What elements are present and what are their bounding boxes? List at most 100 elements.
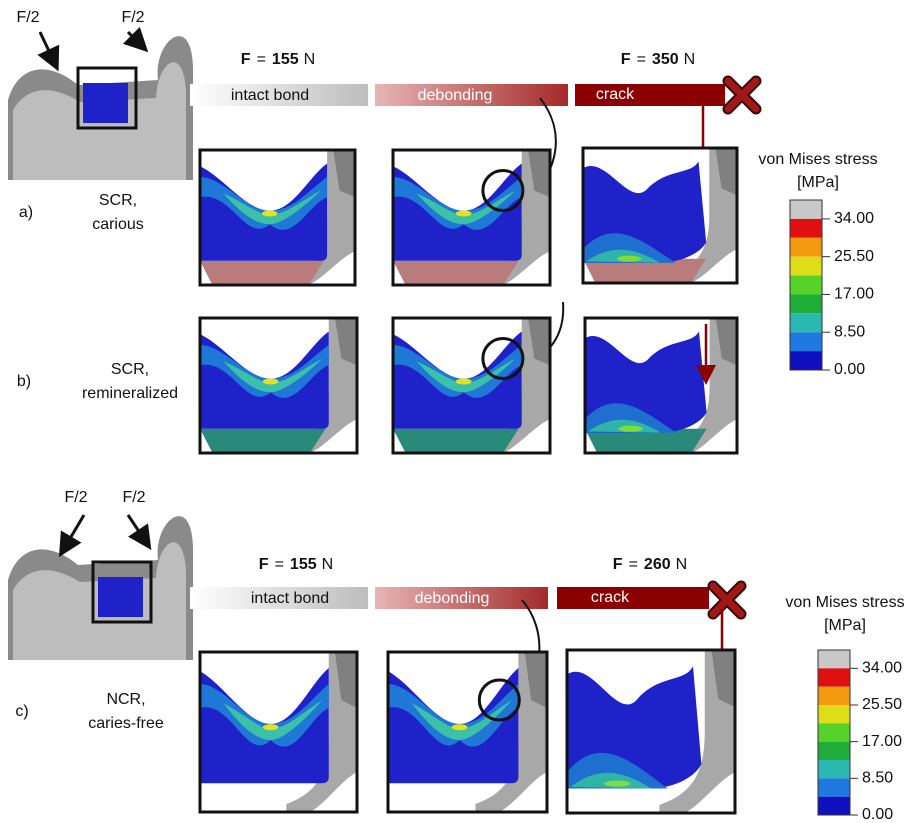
row-name: SCR, bbox=[99, 192, 137, 209]
legend-band bbox=[818, 742, 850, 760]
force-eq: = bbox=[637, 51, 646, 68]
row-name: carious bbox=[92, 216, 144, 233]
legend-title: von Mises stress bbox=[785, 594, 904, 611]
fe-panel bbox=[585, 318, 737, 453]
crack-x bbox=[713, 586, 741, 614]
load-label: F/2 bbox=[122, 489, 145, 506]
legend-tick-label: 17.00 bbox=[862, 733, 902, 750]
hot bbox=[262, 210, 278, 216]
legend-band bbox=[818, 778, 850, 796]
force-unit: N bbox=[684, 51, 696, 68]
legend-band bbox=[818, 705, 850, 723]
legend-band bbox=[818, 797, 850, 815]
force-label: F = 350 N bbox=[621, 51, 695, 68]
legend-band bbox=[818, 687, 850, 705]
row-label: b) bbox=[17, 373, 31, 390]
legend-tick-label: 8.50 bbox=[862, 770, 893, 787]
legend-tick-label: 8.50 bbox=[834, 323, 865, 340]
force-value: 155 bbox=[290, 556, 317, 573]
legend-band bbox=[790, 219, 822, 238]
sketch-restoration bbox=[98, 577, 143, 617]
load-arrow bbox=[62, 515, 84, 552]
force-value: 260 bbox=[644, 556, 671, 573]
legend-band bbox=[790, 276, 822, 295]
row-label: c) bbox=[15, 703, 28, 720]
legend-tick-label: 0.00 bbox=[834, 361, 865, 378]
fe-panel bbox=[388, 652, 547, 812]
legend-band bbox=[818, 760, 850, 778]
force-label: F = 260 N bbox=[613, 556, 687, 573]
base bbox=[393, 261, 519, 285]
hot bbox=[618, 426, 642, 432]
legend-band bbox=[790, 200, 822, 219]
force-unit: N bbox=[304, 51, 316, 68]
force-value: 155 bbox=[272, 51, 299, 68]
row-name: SCR, bbox=[111, 361, 149, 378]
force-label: F = 155 N bbox=[259, 556, 333, 573]
legend-title: von Mises stress bbox=[758, 151, 877, 168]
force-symbol: F bbox=[259, 556, 269, 573]
fe-panel bbox=[583, 148, 737, 283]
force-unit: N bbox=[322, 556, 334, 573]
legend-band bbox=[790, 294, 822, 313]
fe-panel bbox=[200, 318, 357, 453]
legend-band bbox=[790, 257, 822, 276]
force-eq: = bbox=[257, 51, 266, 68]
legend-tick-label: 34.00 bbox=[834, 210, 874, 227]
force-symbol: F bbox=[621, 51, 631, 68]
hot bbox=[617, 256, 642, 262]
fe-panel bbox=[567, 650, 735, 813]
fe-panel bbox=[393, 318, 550, 453]
force-symbol: F bbox=[241, 51, 251, 68]
legend-tick-label: 25.50 bbox=[862, 696, 902, 713]
fe-panel bbox=[200, 652, 357, 812]
load-arrow bbox=[40, 32, 56, 66]
legend-tick-label: 34.00 bbox=[862, 660, 902, 677]
load-label: F/2 bbox=[121, 9, 144, 26]
hot bbox=[456, 378, 472, 384]
row-label: a) bbox=[19, 204, 33, 221]
legend-tick-label: 0.00 bbox=[862, 806, 893, 823]
row-name: caries-free bbox=[88, 715, 164, 732]
legend-band bbox=[790, 332, 822, 351]
hot bbox=[604, 781, 631, 787]
hot bbox=[263, 378, 279, 384]
force-value: 350 bbox=[652, 51, 679, 68]
row-name: NCR, bbox=[106, 691, 145, 708]
row-name: remineralized bbox=[82, 385, 178, 402]
phase-label: debonding bbox=[415, 590, 490, 607]
sketch-restoration bbox=[83, 83, 128, 123]
force-unit: N bbox=[676, 556, 688, 573]
base bbox=[200, 429, 326, 453]
legend-band bbox=[790, 238, 822, 257]
base bbox=[393, 429, 519, 453]
legend-band bbox=[790, 313, 822, 332]
phase-label: crack bbox=[596, 86, 635, 103]
load-label: F/2 bbox=[64, 489, 87, 506]
fe-panel bbox=[200, 150, 355, 285]
phase-bar bbox=[557, 587, 709, 609]
force-eq: = bbox=[629, 556, 638, 573]
force-symbol: F bbox=[613, 556, 623, 573]
crack-x bbox=[728, 81, 756, 109]
phase-label: crack bbox=[591, 589, 630, 606]
base bbox=[200, 261, 324, 285]
hot bbox=[452, 724, 468, 730]
legend-tick-label: 25.50 bbox=[834, 248, 874, 265]
legend-band bbox=[818, 723, 850, 741]
legend-band bbox=[790, 351, 822, 370]
load-label: F/2 bbox=[16, 9, 39, 26]
force-label: F = 155 N bbox=[241, 51, 315, 68]
hot bbox=[456, 210, 472, 216]
figure: F/2 F/2 F = 155 N F = 350 Nintact bond debonding cr… bbox=[0, 0, 916, 823]
legend-band bbox=[818, 668, 850, 686]
legend-band bbox=[818, 650, 850, 668]
fe-panel bbox=[393, 150, 550, 285]
load-arrow bbox=[128, 515, 148, 545]
force-eq: = bbox=[275, 556, 284, 573]
hot bbox=[263, 724, 279, 730]
legend-tick-label: 17.00 bbox=[834, 286, 874, 303]
legend-title: [MPa] bbox=[797, 174, 839, 191]
phase-label: intact bond bbox=[231, 87, 309, 104]
phase-label: debonding bbox=[418, 87, 493, 104]
